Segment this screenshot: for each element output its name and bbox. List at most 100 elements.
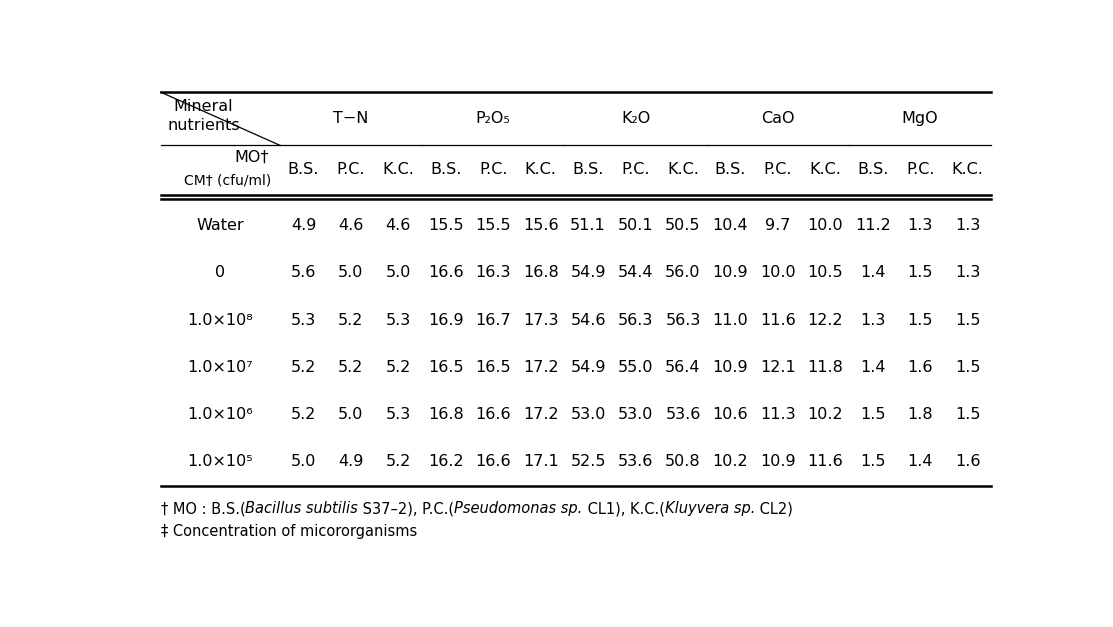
Text: 1.5: 1.5 — [907, 312, 933, 327]
Text: Kluyvera sp.: Kluyvera sp. — [664, 501, 755, 516]
Text: 10.9: 10.9 — [760, 455, 796, 470]
Text: 5.2: 5.2 — [338, 312, 364, 327]
Text: 16.2: 16.2 — [429, 455, 464, 470]
Text: 11.0: 11.0 — [712, 312, 748, 327]
Text: CL1), K.C.(: CL1), K.C.( — [582, 501, 664, 516]
Text: 10.0: 10.0 — [760, 265, 796, 280]
Text: 16.6: 16.6 — [429, 265, 464, 280]
Text: 10.2: 10.2 — [808, 407, 844, 422]
Text: 4.9: 4.9 — [338, 455, 364, 470]
Text: S37–2), P.C.(: S37–2), P.C.( — [358, 501, 454, 516]
Text: K.C.: K.C. — [524, 162, 556, 177]
Text: 50.8: 50.8 — [666, 455, 701, 470]
Text: P.C.: P.C. — [479, 162, 508, 177]
Text: 4.9: 4.9 — [290, 218, 316, 233]
Text: 12.1: 12.1 — [760, 360, 796, 375]
Text: 12.2: 12.2 — [808, 312, 844, 327]
Text: 4.6: 4.6 — [385, 218, 411, 233]
Text: 5.2: 5.2 — [290, 360, 316, 375]
Text: P.C.: P.C. — [336, 162, 365, 177]
Text: K.C.: K.C. — [952, 162, 984, 177]
Text: 56.3: 56.3 — [618, 312, 653, 327]
Text: 1.5: 1.5 — [907, 265, 933, 280]
Text: 1.4: 1.4 — [907, 455, 933, 470]
Text: 54.9: 54.9 — [570, 360, 605, 375]
Text: 10.9: 10.9 — [712, 360, 748, 375]
Text: 54.9: 54.9 — [570, 265, 605, 280]
Text: 1.3: 1.3 — [860, 312, 886, 327]
Text: Bacillus subtilis: Bacillus subtilis — [246, 501, 358, 516]
Text: 10.4: 10.4 — [712, 218, 748, 233]
Text: K.C.: K.C. — [809, 162, 841, 177]
Text: 10.5: 10.5 — [808, 265, 844, 280]
Text: CM† (cfu/ml): CM† (cfu/ml) — [185, 173, 272, 187]
Text: 1.8: 1.8 — [907, 407, 933, 422]
Text: 1.6: 1.6 — [955, 455, 981, 470]
Text: ‡ Concentration of micororganisms: ‡ Concentration of micororganisms — [160, 524, 417, 539]
Text: Pseudomonas sp.: Pseudomonas sp. — [454, 501, 582, 516]
Text: 10.6: 10.6 — [712, 407, 748, 422]
Text: 1.0×10⁵: 1.0×10⁵ — [187, 455, 253, 470]
Text: P.C.: P.C. — [906, 162, 935, 177]
Text: 5.3: 5.3 — [386, 312, 411, 327]
Text: K.C.: K.C. — [383, 162, 414, 177]
Text: 4.6: 4.6 — [338, 218, 364, 233]
Text: MgO: MgO — [902, 111, 938, 126]
Text: 1.3: 1.3 — [955, 218, 981, 233]
Text: 10.0: 10.0 — [808, 218, 844, 233]
Text: CaO: CaO — [761, 111, 795, 126]
Text: 11.6: 11.6 — [807, 455, 844, 470]
Text: 16.8: 16.8 — [427, 407, 464, 422]
Text: 16.6: 16.6 — [475, 407, 511, 422]
Text: 54.4: 54.4 — [618, 265, 653, 280]
Text: 11.8: 11.8 — [807, 360, 844, 375]
Text: 11.6: 11.6 — [760, 312, 796, 327]
Text: 1.0×10⁷: 1.0×10⁷ — [187, 360, 253, 375]
Text: 1.4: 1.4 — [860, 360, 886, 375]
Text: 16.9: 16.9 — [429, 312, 464, 327]
Text: 1.0×10⁶: 1.0×10⁶ — [187, 407, 253, 422]
Text: B.S.: B.S. — [572, 162, 603, 177]
Text: 5.3: 5.3 — [290, 312, 316, 327]
Text: B.S.: B.S. — [857, 162, 888, 177]
Text: 55.0: 55.0 — [618, 360, 653, 375]
Text: 5.2: 5.2 — [338, 360, 364, 375]
Text: † MO : B.S.(: † MO : B.S.( — [160, 501, 246, 516]
Text: 54.6: 54.6 — [570, 312, 605, 327]
Text: 1.5: 1.5 — [955, 407, 981, 422]
Text: 15.5: 15.5 — [429, 218, 464, 233]
Text: 53.0: 53.0 — [618, 407, 653, 422]
Text: Water: Water — [196, 218, 244, 233]
Text: 53.6: 53.6 — [666, 407, 701, 422]
Text: 16.5: 16.5 — [429, 360, 464, 375]
Text: 56.3: 56.3 — [666, 312, 701, 327]
Text: 1.5: 1.5 — [860, 407, 886, 422]
Text: 5.3: 5.3 — [386, 407, 411, 422]
Text: 1.3: 1.3 — [955, 265, 981, 280]
Text: 5.0: 5.0 — [338, 265, 364, 280]
Text: 1.3: 1.3 — [907, 218, 933, 233]
Text: 53.6: 53.6 — [618, 455, 653, 470]
Text: 11.3: 11.3 — [760, 407, 796, 422]
Text: 52.5: 52.5 — [570, 455, 605, 470]
Text: Mineral
nutrients: Mineral nutrients — [167, 99, 240, 133]
Text: 5.2: 5.2 — [385, 455, 411, 470]
Text: 56.4: 56.4 — [666, 360, 701, 375]
Text: 51.1: 51.1 — [570, 218, 605, 233]
Text: 10.9: 10.9 — [712, 265, 748, 280]
Text: 9.7: 9.7 — [765, 218, 790, 233]
Text: K.C.: K.C. — [667, 162, 699, 177]
Text: 10.2: 10.2 — [712, 455, 748, 470]
Text: B.S.: B.S. — [288, 162, 319, 177]
Text: CL2): CL2) — [755, 501, 792, 516]
Text: 16.8: 16.8 — [523, 265, 559, 280]
Text: 5.0: 5.0 — [385, 265, 411, 280]
Text: K₂O: K₂O — [621, 111, 650, 126]
Text: 50.1: 50.1 — [618, 218, 653, 233]
Text: 1.5: 1.5 — [860, 455, 886, 470]
Text: 1.6: 1.6 — [907, 360, 933, 375]
Text: 16.5: 16.5 — [475, 360, 511, 375]
Text: 50.5: 50.5 — [666, 218, 701, 233]
Text: 15.6: 15.6 — [523, 218, 559, 233]
Text: P₂O₅: P₂O₅ — [476, 111, 511, 126]
